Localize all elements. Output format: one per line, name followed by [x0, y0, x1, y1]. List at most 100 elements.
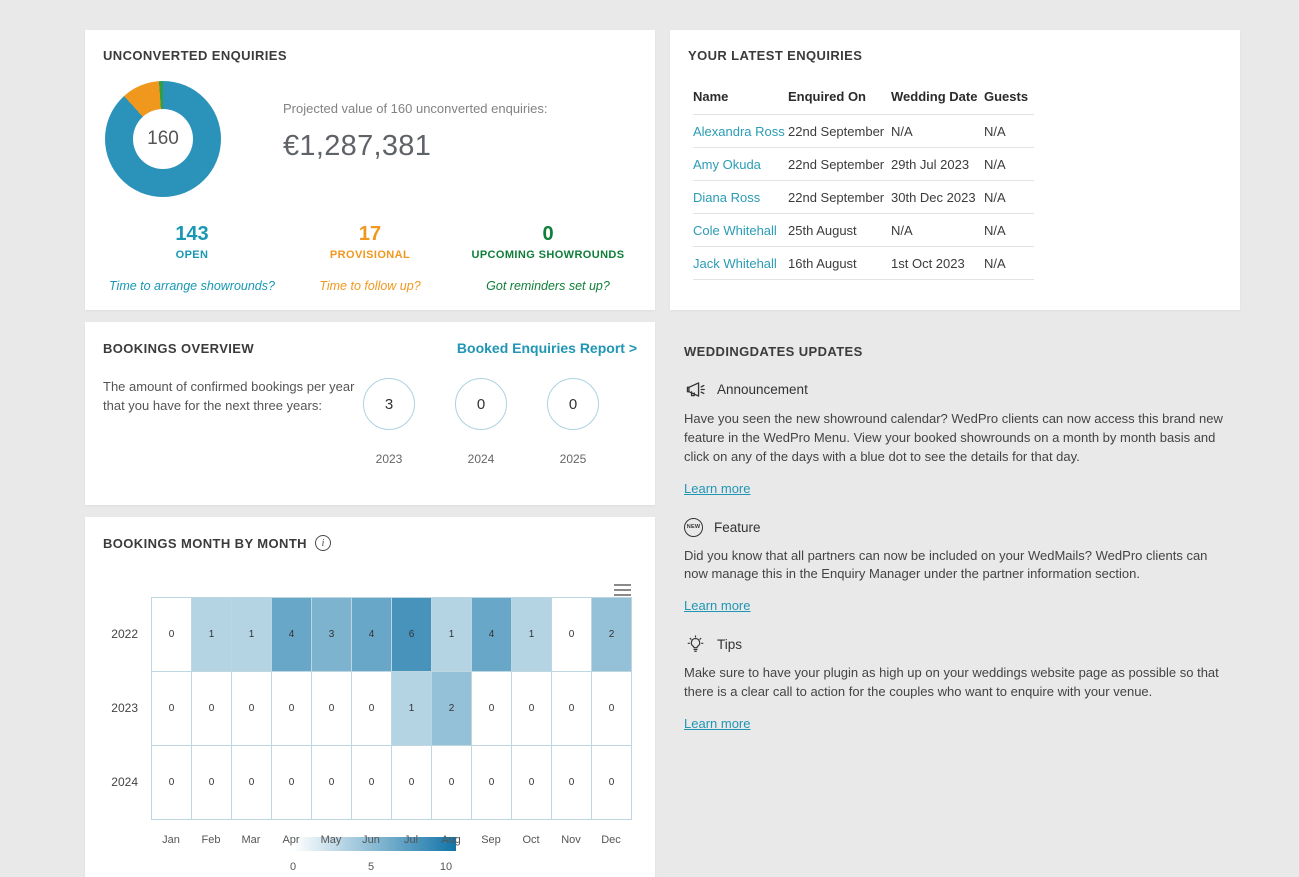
month-axis-label: Jan: [162, 834, 180, 846]
enquired-on-cell: 22nd September: [788, 180, 891, 214]
heatmap-cell: 0: [152, 746, 192, 820]
heatmap-cell: 0: [232, 672, 272, 746]
enquiry-name-link[interactable]: Jack Whitehall: [693, 255, 777, 271]
heatmap-cell: 2: [592, 598, 632, 672]
column-header-guests: Guests: [984, 89, 1029, 104]
unconverted-stats-row: 143 OPEN Time to arrange showrounds? 17 …: [103, 223, 637, 295]
column-header-enquired-on: Enquired On: [788, 89, 866, 104]
bookings-overview-body: The amount of confirmed bookings per yea…: [103, 378, 637, 466]
upcoming-showrounds-label: UPCOMING SHOWROUNDS: [471, 249, 625, 261]
enquiry-name-link[interactable]: Amy Okuda: [693, 156, 761, 172]
heatmap-cell: 0: [592, 746, 632, 820]
learn-more-link[interactable]: Learn more: [684, 715, 751, 731]
projected-value-amount: €1,287,381: [283, 130, 432, 162]
heatmap-cell: 0: [152, 672, 192, 746]
update-body: Did you know that all partners can now b…: [684, 547, 1208, 582]
open-count: 143: [175, 223, 209, 245]
guests-cell: N/A: [984, 147, 1034, 181]
heatmap-cell: 0: [552, 746, 592, 820]
donut-row: 160 Projected value of 160 unconverted e…: [103, 81, 637, 197]
month-axis-label: Apr: [282, 834, 300, 846]
heatmap-grid: 0 1 1 4 3 4 6 1 4 1 0 2 0 0 0: [151, 597, 632, 820]
month-axis-label: Dec: [601, 834, 621, 846]
bookings-overview-title: BOOKINGS OVERVIEW: [103, 341, 255, 356]
table-row: Diana Ross 22nd September 30th Dec 2023 …: [693, 180, 1034, 214]
heatmap-cell: 1: [392, 672, 432, 746]
heatmap-cell: 6: [392, 598, 432, 672]
month-axis-label: May: [320, 834, 342, 846]
heatmap-cell: 0: [592, 672, 632, 746]
projected-value-block: Projected value of 160 unconverted enqui…: [283, 81, 548, 197]
left-column: UNCONVERTED ENQUIRIES 160 Projected valu…: [85, 30, 655, 877]
guests-cell: N/A: [984, 213, 1034, 247]
enquiry-name-link[interactable]: Cole Whitehall: [693, 222, 777, 238]
heatmap-cell: 1: [512, 598, 552, 672]
enquired-on-cell: 22nd September: [788, 114, 891, 148]
heatmap-cell: 0: [472, 746, 512, 820]
guests-cell: N/A: [984, 246, 1034, 280]
lightbulb-icon: [684, 635, 706, 654]
heatmap-cell: 0: [472, 672, 512, 746]
heatmap-cell: 4: [352, 598, 392, 672]
provisional-count: 17: [358, 223, 382, 245]
year-label-2024: 2024: [467, 452, 495, 466]
update-heading-row: Announcement: [684, 379, 1226, 400]
heatmap-year-axis: 2022 2023 2024: [103, 597, 151, 846]
heatmap-month-axis: Jan Feb Mar Apr May Jun Jul Aug Sep Oct …: [151, 834, 632, 846]
update-heading-row: Tips: [684, 635, 1226, 654]
year-col-2025: 0 2025: [547, 378, 599, 466]
heatmap-cell: 0: [192, 746, 232, 820]
heatmap-cell: 1: [192, 598, 232, 672]
heatmap-cell: 0: [432, 746, 472, 820]
latest-enquiries-title: YOUR LATEST ENQUIRIES: [688, 48, 863, 63]
enquiry-name-link[interactable]: Alexandra Ross: [693, 123, 785, 139]
unconverted-donut-chart: 160: [105, 81, 221, 197]
heatmap-cell: 0: [352, 672, 392, 746]
table-row: Amy Okuda 22nd September 29th Jul 2023 N…: [693, 147, 1034, 181]
legend-tick: 0: [289, 861, 297, 873]
update-body: Have you seen the new showround calendar…: [684, 411, 1223, 464]
info-icon[interactable]: i: [314, 535, 331, 551]
year-axis-label: 2022: [111, 627, 138, 641]
enquiry-name-link[interactable]: Diana Ross: [693, 189, 761, 205]
booked-enquiries-report-link[interactable]: Booked Enquiries Report >: [456, 340, 637, 356]
stat-open: 143 OPEN Time to arrange showrounds?: [103, 223, 281, 295]
bookings-overview-card: BOOKINGS OVERVIEW Booked Enquiries Repor…: [85, 322, 655, 505]
table-row: Jack Whitehall 16th August 1st Oct 2023 …: [693, 246, 1034, 280]
heatmap-cell: 0: [512, 746, 552, 820]
wedding-date-cell: 29th Jul 2023: [891, 147, 984, 181]
heatmap-cell: 2: [432, 672, 472, 746]
heatmap-cell: 0: [272, 672, 312, 746]
follow-up-link[interactable]: Time to follow up?: [319, 279, 421, 293]
learn-more-link[interactable]: Learn more: [684, 598, 751, 614]
right-column: YOUR LATEST ENQUIRIES Name Enquired On W…: [670, 30, 1240, 733]
new-badge-text: NEW: [686, 524, 701, 531]
month-axis-label: Sep: [481, 834, 501, 846]
unconverted-enquiries-title: UNCONVERTED ENQUIRIES: [103, 48, 287, 63]
legend-tick: 5: [367, 861, 375, 873]
month-axis-label: Oct: [522, 834, 540, 846]
year-label-2023: 2023: [375, 452, 403, 466]
chart-menu-icon[interactable]: [614, 581, 631, 599]
month-axis-label: Nov: [561, 834, 581, 846]
wedding-date-cell: N/A: [891, 114, 984, 148]
heatmap-cell: 0: [392, 746, 432, 820]
reminders-link[interactable]: Got reminders set up?: [486, 279, 610, 293]
bookings-overview-description: The amount of confirmed bookings per yea…: [103, 379, 355, 413]
update-item-feature: NEW Feature Did you know that all partne…: [684, 517, 1226, 616]
heatmap-cell: 4: [472, 598, 512, 672]
learn-more-link[interactable]: Learn more: [684, 480, 751, 496]
donut-center-total: 160: [133, 109, 193, 169]
year-label-2025: 2025: [559, 452, 587, 466]
year-axis-label: 2023: [111, 701, 138, 715]
bookings-month-card: BOOKINGS MONTH BY MONTH i 2022 2023 2024…: [85, 517, 655, 877]
stat-upcoming-showrounds: 0 UPCOMING SHOWROUNDS Got reminders set …: [459, 223, 637, 295]
unconverted-enquiries-card: UNCONVERTED ENQUIRIES 160 Projected valu…: [85, 30, 655, 310]
heatmap-cell: 0: [552, 598, 592, 672]
heatmap-cell: 1: [432, 598, 472, 672]
arrange-showrounds-link[interactable]: Time to arrange showrounds?: [109, 279, 275, 293]
bookings-overview-header: BOOKINGS OVERVIEW Booked Enquiries Repor…: [103, 340, 637, 356]
upcoming-showrounds-count: 0: [542, 223, 554, 245]
update-item-tips: Tips Make sure to have your plugin as hi…: [684, 635, 1226, 733]
column-header-wedding-date: Wedding Date: [891, 89, 978, 104]
